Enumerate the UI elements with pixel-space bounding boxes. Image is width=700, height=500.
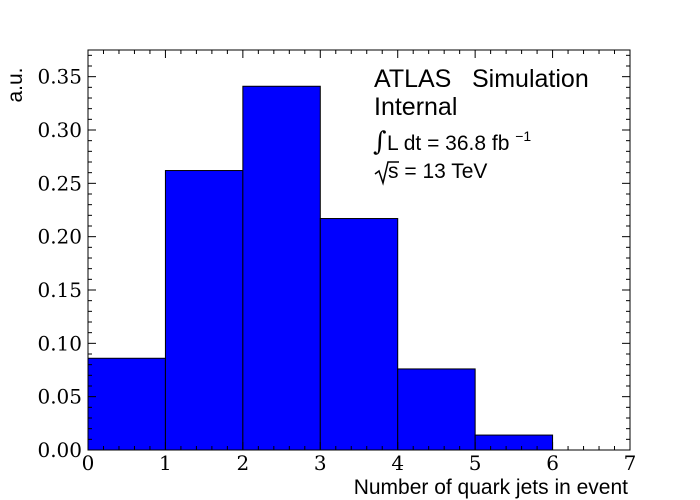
x-axis-label: Number of quark jets in event (354, 476, 628, 499)
integral-symbol: ∫ (373, 127, 387, 157)
simulation-label: Simulation (472, 65, 589, 93)
y-tick-label-0: 0.00 (37, 438, 82, 462)
x-tick-label-3: 3 (314, 451, 327, 475)
histogram-bar-0 (87, 357, 166, 451)
x-tick-label-2: 2 (236, 451, 249, 475)
x-tick-label-7: 7 (624, 451, 637, 475)
x-tick-label-0: 0 (82, 451, 95, 475)
histogram-bar-1 (164, 170, 244, 451)
bars-group (87, 85, 554, 451)
y-tick-label-2: 0.10 (37, 331, 82, 355)
y-tick-label-1: 0.05 (37, 385, 82, 409)
y-tick-label-7: 0.35 (37, 65, 82, 89)
energy-symbol: s (388, 160, 399, 183)
histogram-bar-3 (319, 218, 399, 451)
y-axis-label: a.u. (4, 67, 27, 102)
y-tick-label-4: 0.20 (37, 225, 82, 249)
y-tick-label-6: 0.30 (37, 118, 82, 142)
svg-text:s = 13 TeV: s = 13 TeV (388, 160, 487, 183)
ticks-group: 0 1 2 3 4 5 6 7 0.00 0.05 0.10 0.15 0.20 0.25 0.30 0.35 (37, 50, 636, 475)
lumi-exponent: −1 (515, 128, 531, 144)
histogram-bar-5 (474, 434, 554, 451)
x-tick-label-6: 6 (546, 451, 559, 475)
svg-text:ATLAS Simulation: ATLAS Simulation (374, 65, 589, 93)
internal-label: Internal (374, 93, 457, 121)
histogram-bar-4 (397, 368, 476, 451)
lumi-label: L dt = 36.8 fb (387, 132, 509, 155)
y-tick-label-5: 0.25 (37, 171, 82, 195)
sqrt-symbol (374, 161, 399, 186)
y-tick-label-3: 0.15 (37, 278, 82, 302)
atlas-annotation: ATLAS Simulation Internal ∫ L dt = 36.8 … (373, 65, 589, 186)
x-tick-label-1: 1 (159, 451, 172, 475)
x-tick-label-5: 5 (469, 451, 482, 475)
plot-frame (87, 49, 631, 451)
svg-text:L dt = 36.8 fb −1: L dt = 36.8 fb −1 (387, 128, 531, 155)
atlas-label: ATLAS (374, 65, 451, 93)
histogram-bar-2 (242, 85, 321, 451)
x-tick-label-4: 4 (391, 451, 404, 475)
energy-label: = 13 TeV (404, 160, 487, 183)
